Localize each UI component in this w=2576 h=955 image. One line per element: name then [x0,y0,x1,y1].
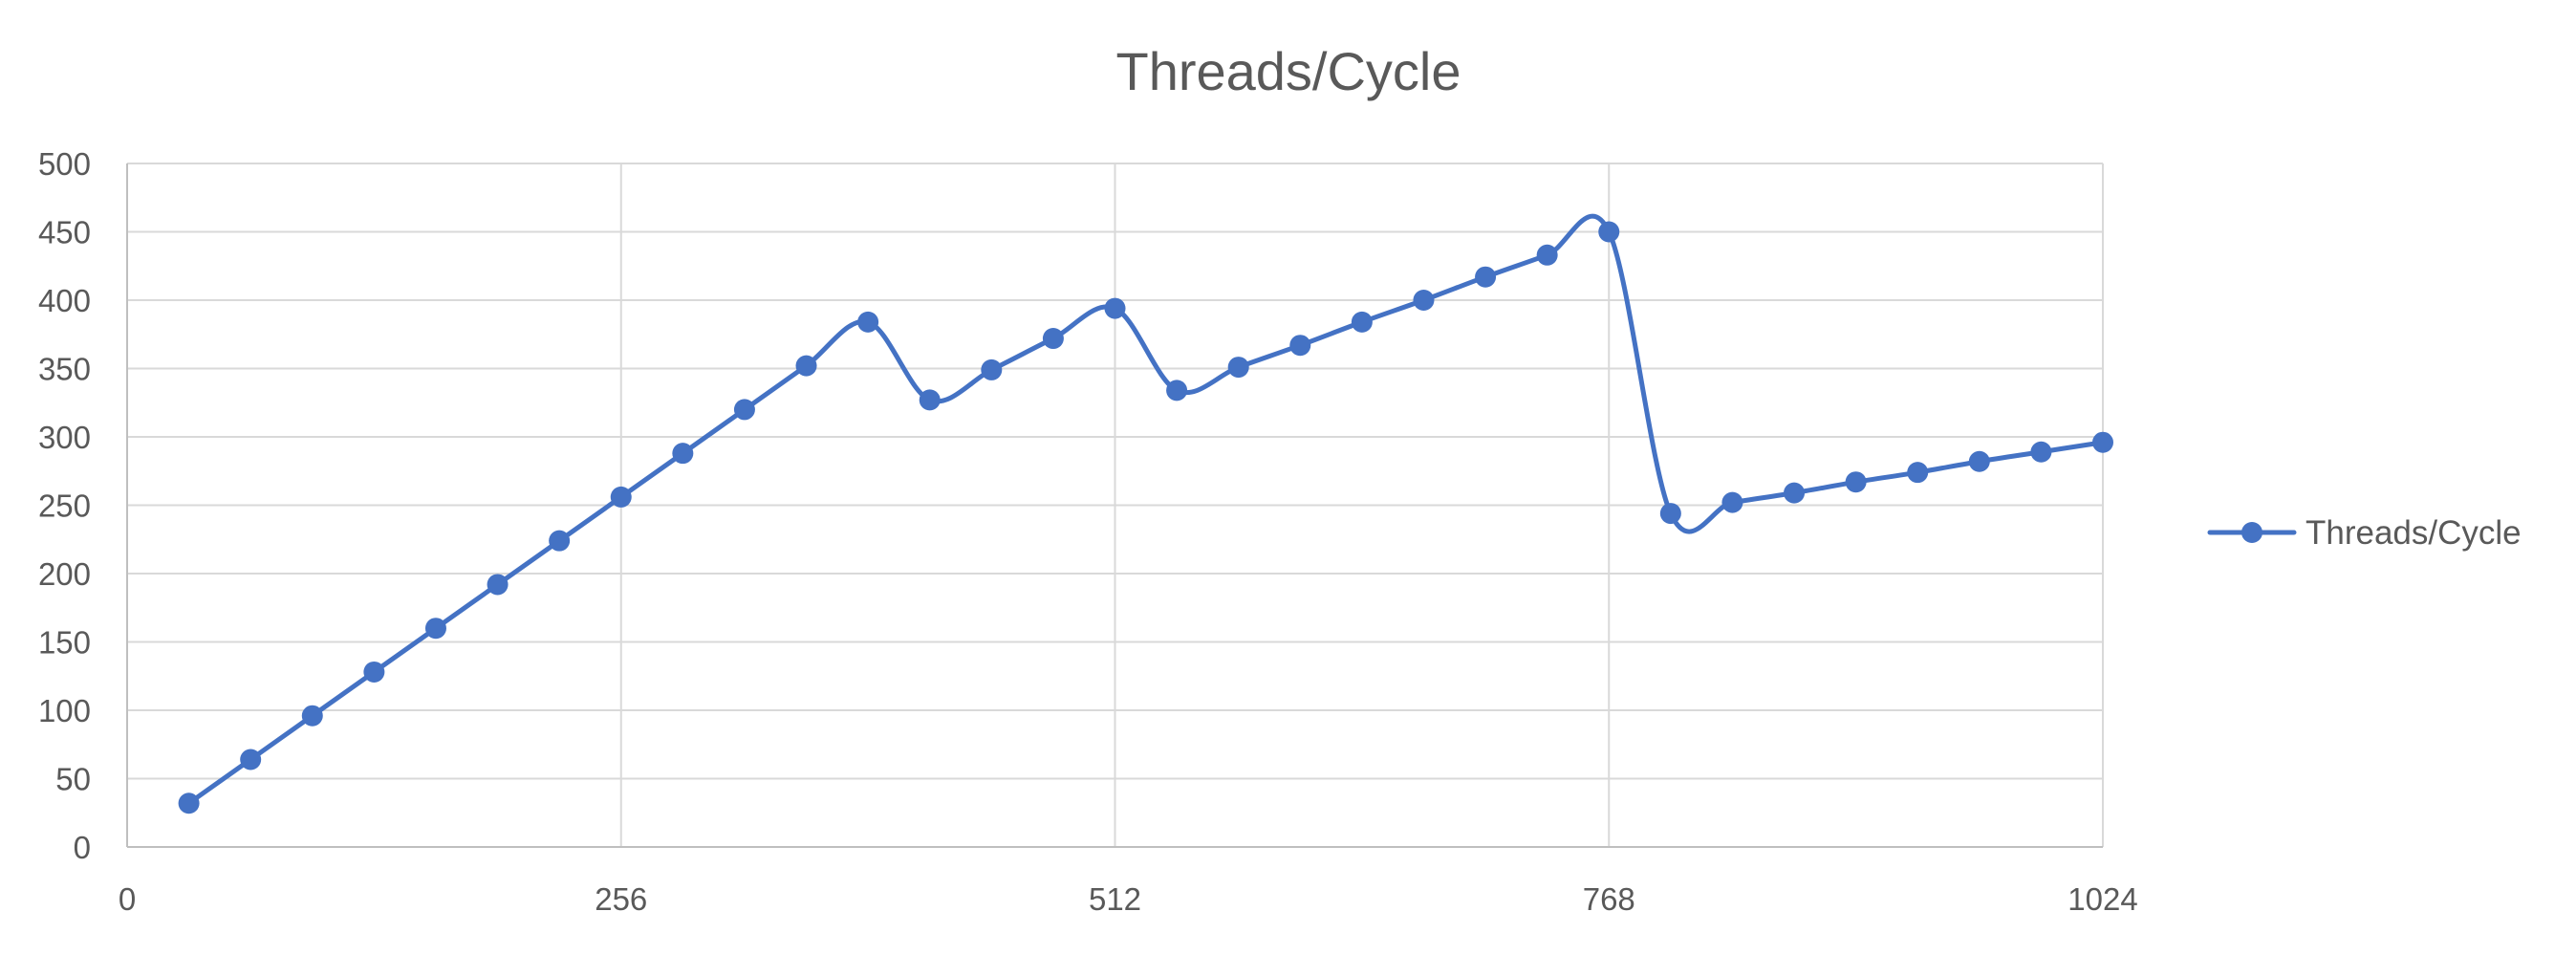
data-point [610,486,632,508]
data-point [487,574,509,596]
y-axis-tick-labels: 0 50 100 150 200 250 300 350 400 450 500 [38,146,91,865]
data-point [1784,482,1806,504]
data-point [178,792,200,814]
data-point [1659,503,1681,525]
data-point [919,389,941,411]
data-point [1289,335,1311,357]
data-point [1351,311,1373,333]
data-point [1413,290,1435,311]
data-point [1536,244,1558,266]
y-tick-label: 250 [38,488,91,524]
axes [126,163,2103,848]
data-point [981,358,1003,380]
data-point [424,618,446,640]
data-point [672,443,694,465]
series-line [186,213,2106,806]
y-tick-label: 400 [38,283,91,318]
y-tick-label: 50 [55,762,91,797]
data-point [363,661,385,683]
data-point [1907,462,1929,484]
data-point [2092,431,2113,453]
data-point [301,705,323,727]
y-tick-label: 500 [38,146,91,182]
y-tick-label: 350 [38,352,91,387]
data-point [857,311,879,333]
data-point [1968,450,1990,472]
data-point [1042,328,1064,350]
data-point [795,355,817,377]
y-tick-label: 100 [38,693,91,728]
chart-title: Threads/Cycle [1115,41,1461,101]
x-tick-label: 768 [1583,881,1635,917]
series-layer [178,213,2113,814]
data-point [549,530,571,552]
y-tick-label: 200 [38,556,91,592]
data-point [733,399,755,421]
data-point [1227,357,1249,379]
x-tick-label: 1024 [2067,881,2137,917]
legend-marker [2241,522,2262,543]
data-point [2030,441,2052,463]
x-tick-label: 0 [119,881,136,917]
y-tick-label: 300 [38,420,91,455]
y-tick-label: 150 [38,625,91,661]
x-axis-tick-labels: 0 256 512 768 1024 [119,881,2138,917]
x-tick-label: 256 [595,881,647,917]
gridlines [127,163,2104,847]
data-point [1166,380,1188,402]
y-tick-label: 450 [38,215,91,250]
data-point [1475,266,1497,288]
y-tick-label: 0 [74,830,91,865]
x-tick-label: 512 [1089,881,1141,917]
data-point [1104,297,1126,319]
data-point [1598,221,1620,243]
data-point [240,749,262,771]
data-point [1721,491,1743,513]
data-point [1845,471,1867,493]
legend: Threads/Cycle [2207,514,2522,552]
legend-label: Threads/Cycle [2305,514,2522,552]
